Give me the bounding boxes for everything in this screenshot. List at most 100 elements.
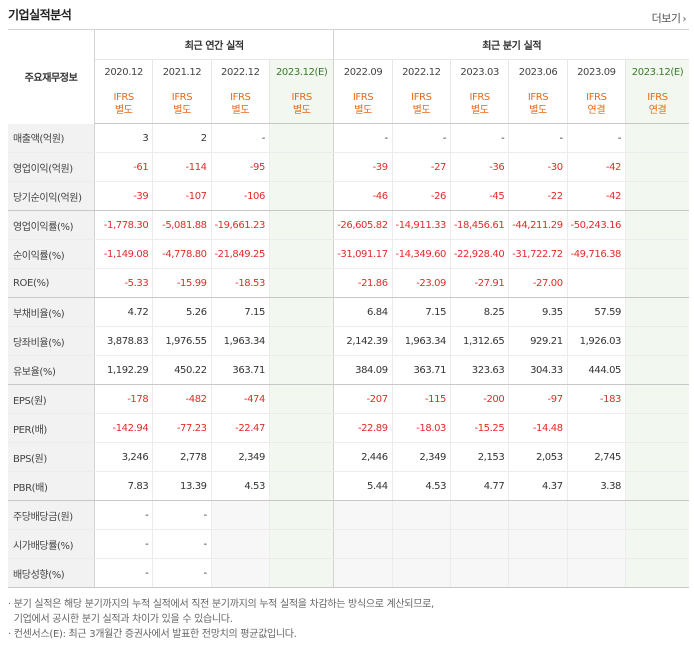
row-label: PBR(배): [8, 471, 95, 501]
quarter-value-cell: -22,928.40: [450, 239, 509, 269]
quarter-value-cell: [566, 500, 626, 530]
annual-value-cell: 1,963.34: [210, 326, 270, 356]
quarter-value-cell: -42: [566, 152, 626, 182]
quarter-value-cell: [625, 239, 689, 269]
annual-value-cell: -107: [152, 181, 212, 211]
annual-value-cell: -: [93, 558, 153, 588]
quarter-value-cell: -27.00: [508, 268, 568, 298]
quarter-value-cell: [566, 558, 626, 588]
quarter-value-cell: 3.38: [566, 471, 626, 501]
annual-value-cell: [268, 413, 335, 443]
annual-period-header: 2021.12: [152, 59, 212, 85]
basis-scope: 별도: [412, 105, 431, 116]
annual-value-cell: 5.26: [152, 297, 212, 327]
row-label: 배당성향(%): [8, 558, 95, 588]
quarter-period-header: 2023.06: [508, 59, 568, 85]
row-label: 주당배당금(원): [8, 500, 95, 530]
annual-basis-header: IFRS 별도: [210, 85, 270, 124]
quarter-value-cell: 1,963.34: [391, 326, 451, 356]
quarter-value-cell: [508, 500, 568, 530]
footnote-1: · 분기 실적은 해당 분기까지의 누적 실적에서 직전 분기까지의 누적 실적…: [8, 599, 434, 610]
quarter-value-cell: -: [391, 123, 451, 153]
annual-value-cell: [268, 384, 335, 414]
quarter-value-cell: [566, 529, 626, 559]
annual-value-cell: [268, 558, 335, 588]
basis-scope: 연결: [587, 105, 606, 116]
quarter-value-cell: [391, 500, 451, 530]
quarter-value-cell: 304.33: [508, 355, 568, 385]
basis-scope: 연결: [648, 105, 667, 116]
row-label: 영업이익(억원): [8, 152, 95, 182]
quarter-basis-header: IFRS 별도: [333, 85, 393, 124]
annual-value-cell: -: [152, 558, 212, 588]
annual-value-cell: [268, 123, 335, 153]
quarter-value-cell: [625, 442, 689, 472]
annual-value-cell: -19,661.23: [210, 210, 270, 240]
quarter-value-cell: 1,312.65: [450, 326, 509, 356]
quarter-value-cell: [625, 123, 689, 153]
quarter-period-header: 2022.12: [391, 59, 451, 85]
annual-value-cell: -178: [93, 384, 153, 414]
quarter-value-cell: -207: [333, 384, 393, 414]
basis-scope: 별도: [173, 105, 191, 116]
quarter-value-cell: 323.63: [450, 355, 509, 385]
annual-value-cell: 4.72: [93, 297, 153, 327]
footnote-3: · 컨센서스(E): 최근 3개월간 증권사에서 발표한 전망치의 평균값입니다…: [8, 629, 297, 640]
label-header: 주요재무정보: [8, 29, 95, 124]
quarter-value-cell: [625, 355, 689, 385]
annual-value-cell: [210, 500, 270, 530]
row-label: 순이익률(%): [8, 239, 95, 269]
quarter-value-cell: -14.48: [508, 413, 568, 443]
basis-standard: IFRS: [469, 92, 490, 103]
quarter-value-cell: -27: [391, 152, 451, 182]
quarter-value-cell: -45: [450, 181, 509, 211]
quarter-value-cell: 57.59: [566, 297, 626, 327]
basis-scope: 별도: [529, 105, 547, 116]
quarter-value-cell: [333, 558, 393, 588]
quarter-value-cell: [566, 413, 626, 443]
annual-value-cell: -4,778.80: [152, 239, 212, 269]
annual-value-cell: -: [210, 123, 270, 153]
annual-basis-header: IFRS 별도: [152, 85, 212, 124]
annual-value-cell: [268, 529, 335, 559]
quarter-value-cell: 5.44: [333, 471, 393, 501]
annual-value-cell: -61: [93, 152, 153, 182]
quarter-value-cell: 6.84: [333, 297, 393, 327]
chevron-right-icon: ›: [682, 14, 687, 25]
annual-period-header: 2023.12(E): [268, 59, 335, 85]
quarter-value-cell: 9.35: [508, 297, 568, 327]
basis-scope: 별도: [354, 105, 372, 116]
quarter-value-cell: -30: [508, 152, 568, 182]
quarter-basis-header: IFRS 별도: [508, 85, 568, 124]
quarter-value-cell: [625, 152, 689, 182]
quarter-value-cell: [566, 268, 626, 298]
quarter-value-cell: 7.15: [391, 297, 451, 327]
quarter-value-cell: -46: [333, 181, 393, 211]
annual-value-cell: 4.53: [210, 471, 270, 501]
quarter-value-cell: -27.91: [450, 268, 509, 298]
basis-scope: 별도: [231, 105, 250, 116]
quarter-value-cell: [625, 326, 689, 356]
table-row: 영업이익(억원) -61 -114 -95 -39 -27 -36 -30 -42: [8, 152, 689, 182]
quarter-value-cell: -22: [508, 181, 568, 211]
basis-scope: 별도: [292, 105, 311, 116]
quarter-value-cell: -183: [566, 384, 626, 414]
quarter-value-cell: -31,722.72: [508, 239, 568, 269]
annual-value-cell: -95: [210, 152, 270, 182]
annual-value-cell: 3,246: [93, 442, 153, 472]
annual-value-cell: -22.47: [210, 413, 270, 443]
quarter-value-cell: [625, 181, 689, 211]
more-link[interactable]: 더보기 ›: [652, 10, 687, 26]
table-row: 시가배당률(%) - -: [8, 529, 689, 559]
financial-table: 주요재무정보 최근 연간 실적 최근 분기 실적 2020.12 2021.12 2…: [8, 29, 689, 588]
annual-value-cell: 2,778: [152, 442, 212, 472]
basis-standard: IFRS: [113, 92, 134, 103]
quarter-value-cell: [625, 500, 689, 530]
annual-basis-header: IFRS 별도: [93, 85, 153, 124]
row-label: 부채비율(%): [8, 297, 95, 327]
table-row: 부채비율(%) 4.72 5.26 7.15 6.84 7.15 8.25 9.35 57.59: [8, 297, 689, 327]
annual-basis-header: IFRS 별도: [268, 85, 335, 124]
annual-period-header: 2020.12: [93, 59, 153, 85]
quarter-value-cell: -: [450, 123, 509, 153]
quarter-value-cell: 2,349: [391, 442, 451, 472]
